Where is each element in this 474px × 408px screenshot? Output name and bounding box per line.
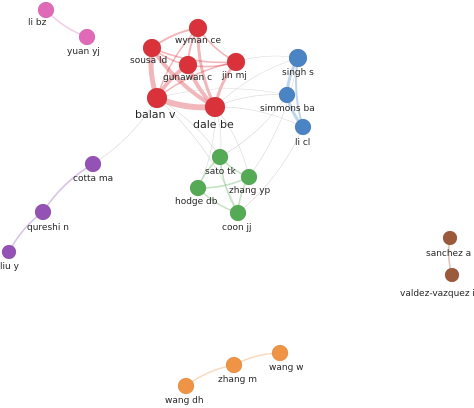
- node-label-sousa-ld: sousa ld: [130, 56, 167, 66]
- node-sousa-ld[interactable]: [142, 38, 162, 58]
- node-label-li-bz: li bz: [28, 18, 47, 28]
- node-hodge-db[interactable]: [189, 179, 207, 197]
- node-label-gunawan-c: gunawan c: [163, 73, 212, 83]
- node-yuan-yj[interactable]: [78, 28, 96, 46]
- node-label-wang-w: wang w: [269, 363, 304, 373]
- node-simmons-ba[interactable]: [278, 86, 296, 104]
- node-label-simmons-ba: simmons ba: [260, 104, 315, 114]
- node-coon-jj[interactable]: [229, 204, 247, 222]
- node-singh-s[interactable]: [288, 48, 308, 68]
- node-wang-w[interactable]: [271, 344, 289, 362]
- node-label-li-cl: li cl: [295, 138, 310, 148]
- link-simmons-ba-balan-v: [156, 88, 288, 99]
- link-coon-jj-balan-v: [156, 97, 239, 214]
- network-labels: li bz yuan yj wyman ce sousa ld gunawan c jin…: [0, 18, 474, 406]
- node-label-liu-y: liu y: [0, 262, 20, 272]
- node-label-wang-dh: wang dh: [165, 396, 204, 406]
- node-cotta-ma[interactable]: [84, 155, 102, 173]
- link-sato-tk-simmons-ba: [219, 94, 288, 158]
- node-wyman-ce[interactable]: [188, 18, 208, 38]
- node-wang-dh[interactable]: [177, 377, 195, 395]
- node-label-valdez-vazquez-i: valdez-vazquez i: [400, 289, 474, 299]
- node-dale-be[interactable]: [204, 96, 226, 118]
- node-valdez-vazquez-i[interactable]: [444, 267, 460, 283]
- node-label-wyman-ce: wyman ce: [175, 36, 221, 46]
- node-balan-v[interactable]: [146, 87, 168, 109]
- node-label-sato-tk: sato tk: [205, 167, 237, 177]
- node-label-hodge-db: hodge db: [175, 197, 218, 207]
- node-label-singh-s: singh s: [282, 68, 314, 78]
- node-label-qureshi-n: qureshi n: [27, 223, 69, 233]
- node-label-dale-be: dale be: [193, 118, 234, 131]
- node-label-sanchez-a: sanchez a: [426, 249, 471, 259]
- node-zhang-yp[interactable]: [240, 168, 258, 186]
- node-label-cotta-ma: cotta ma: [73, 174, 113, 184]
- node-label-coon-jj: coon jj: [222, 223, 252, 233]
- node-sato-tk[interactable]: [211, 148, 229, 166]
- node-label-zhang-yp: zhang yp: [229, 186, 271, 196]
- node-zhang-m[interactable]: [225, 356, 243, 374]
- node-qureshi-n[interactable]: [34, 203, 52, 221]
- node-li-cl[interactable]: [294, 118, 312, 136]
- node-sanchez-a[interactable]: [442, 230, 458, 246]
- node-label-zhang-m: zhang m: [218, 375, 257, 385]
- node-label-yuan-yj: yuan yj: [67, 47, 100, 57]
- node-jin-mj[interactable]: [226, 52, 246, 72]
- network-nodes: [1, 1, 460, 395]
- node-liu-y[interactable]: [1, 244, 17, 260]
- node-label-jin-mj: jin mj: [221, 71, 247, 81]
- link-zhang-yp-singh-s: [248, 57, 299, 178]
- node-gunawan-c[interactable]: [178, 55, 198, 75]
- link-coon-jj-li-cl: [237, 126, 304, 214]
- link-cotta-ma-qureshi-n: [42, 163, 94, 213]
- node-label-balan-v: balan v: [135, 108, 176, 121]
- node-li-bz[interactable]: [37, 1, 55, 19]
